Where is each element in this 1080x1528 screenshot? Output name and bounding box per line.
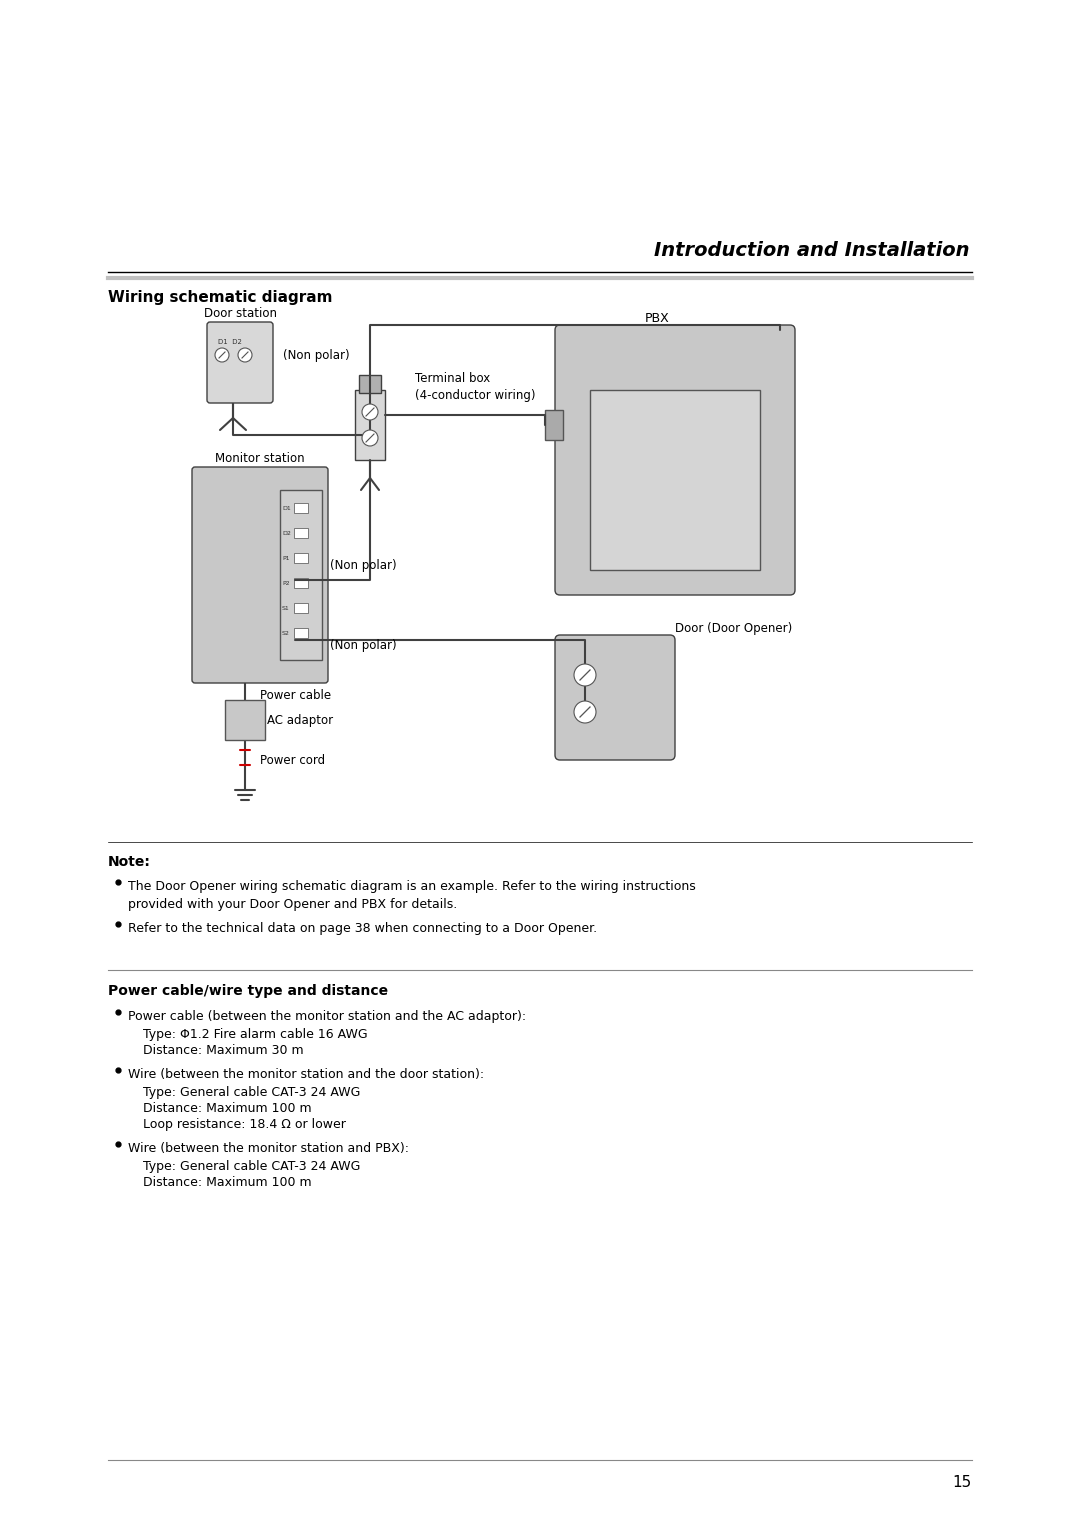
Circle shape — [362, 429, 378, 446]
Text: D1  D2: D1 D2 — [218, 339, 242, 345]
Text: Distance: Maximum 30 m: Distance: Maximum 30 m — [143, 1044, 303, 1057]
Text: D2: D2 — [282, 530, 291, 535]
Text: Note:: Note: — [108, 856, 151, 869]
Text: Power cable (between the monitor station and the AC adaptor):: Power cable (between the monitor station… — [129, 1010, 526, 1024]
Text: S2: S2 — [282, 631, 289, 636]
Text: Door (Door Opener): Door (Door Opener) — [675, 622, 793, 636]
FancyBboxPatch shape — [294, 578, 308, 588]
Text: Distance: Maximum 100 m: Distance: Maximum 100 m — [143, 1177, 312, 1189]
FancyBboxPatch shape — [590, 390, 760, 570]
FancyBboxPatch shape — [555, 325, 795, 594]
Text: Wire (between the monitor station and PBX):: Wire (between the monitor station and PB… — [129, 1141, 409, 1155]
Text: PBX: PBX — [645, 312, 670, 325]
Circle shape — [573, 665, 596, 686]
FancyBboxPatch shape — [225, 700, 265, 740]
Text: D1: D1 — [282, 506, 291, 510]
Text: Introduction and Installation: Introduction and Installation — [654, 241, 970, 260]
Text: S1: S1 — [282, 605, 289, 611]
FancyBboxPatch shape — [294, 503, 308, 513]
Text: (4-conductor wiring): (4-conductor wiring) — [415, 390, 536, 402]
Text: Type: General cable CAT-3 24 AWG: Type: General cable CAT-3 24 AWG — [143, 1160, 361, 1174]
FancyBboxPatch shape — [294, 628, 308, 639]
Text: Power cable/wire type and distance: Power cable/wire type and distance — [108, 984, 388, 998]
FancyBboxPatch shape — [294, 553, 308, 562]
Text: Distance: Maximum 100 m: Distance: Maximum 100 m — [143, 1102, 312, 1115]
Text: P2: P2 — [282, 581, 289, 585]
Text: Wiring schematic diagram: Wiring schematic diagram — [108, 290, 333, 306]
Text: Power cord: Power cord — [260, 753, 325, 767]
Text: (Non polar): (Non polar) — [330, 559, 396, 571]
Text: AC adaptor: AC adaptor — [267, 714, 333, 726]
FancyBboxPatch shape — [359, 374, 381, 393]
FancyBboxPatch shape — [545, 410, 563, 440]
Circle shape — [573, 701, 596, 723]
FancyBboxPatch shape — [555, 636, 675, 759]
Circle shape — [238, 348, 252, 362]
Text: Monitor station: Monitor station — [215, 452, 305, 465]
Text: 15: 15 — [953, 1475, 972, 1490]
Circle shape — [362, 403, 378, 420]
Text: Loop resistance: 18.4 Ω or lower: Loop resistance: 18.4 Ω or lower — [143, 1118, 346, 1131]
Text: Terminal box: Terminal box — [415, 371, 490, 385]
Circle shape — [215, 348, 229, 362]
Text: The Door Opener wiring schematic diagram is an example. Refer to the wiring inst: The Door Opener wiring schematic diagram… — [129, 880, 696, 911]
FancyBboxPatch shape — [192, 468, 328, 683]
FancyBboxPatch shape — [280, 490, 322, 660]
FancyBboxPatch shape — [294, 529, 308, 538]
Text: Wire (between the monitor station and the door station):: Wire (between the monitor station and th… — [129, 1068, 484, 1080]
FancyBboxPatch shape — [207, 322, 273, 403]
Text: (Non polar): (Non polar) — [283, 348, 350, 362]
Text: Type: Φ1.2 Fire alarm cable 16 AWG: Type: Φ1.2 Fire alarm cable 16 AWG — [143, 1028, 367, 1041]
Text: Type: General cable CAT-3 24 AWG: Type: General cable CAT-3 24 AWG — [143, 1086, 361, 1099]
Text: Door station: Door station — [203, 307, 276, 319]
Text: (Non polar): (Non polar) — [330, 639, 396, 651]
FancyBboxPatch shape — [355, 390, 384, 460]
FancyBboxPatch shape — [294, 604, 308, 613]
Text: Refer to the technical data on page 38 when connecting to a Door Opener.: Refer to the technical data on page 38 w… — [129, 921, 597, 935]
Text: Power cable: Power cable — [260, 689, 332, 701]
Text: P1: P1 — [282, 556, 289, 561]
